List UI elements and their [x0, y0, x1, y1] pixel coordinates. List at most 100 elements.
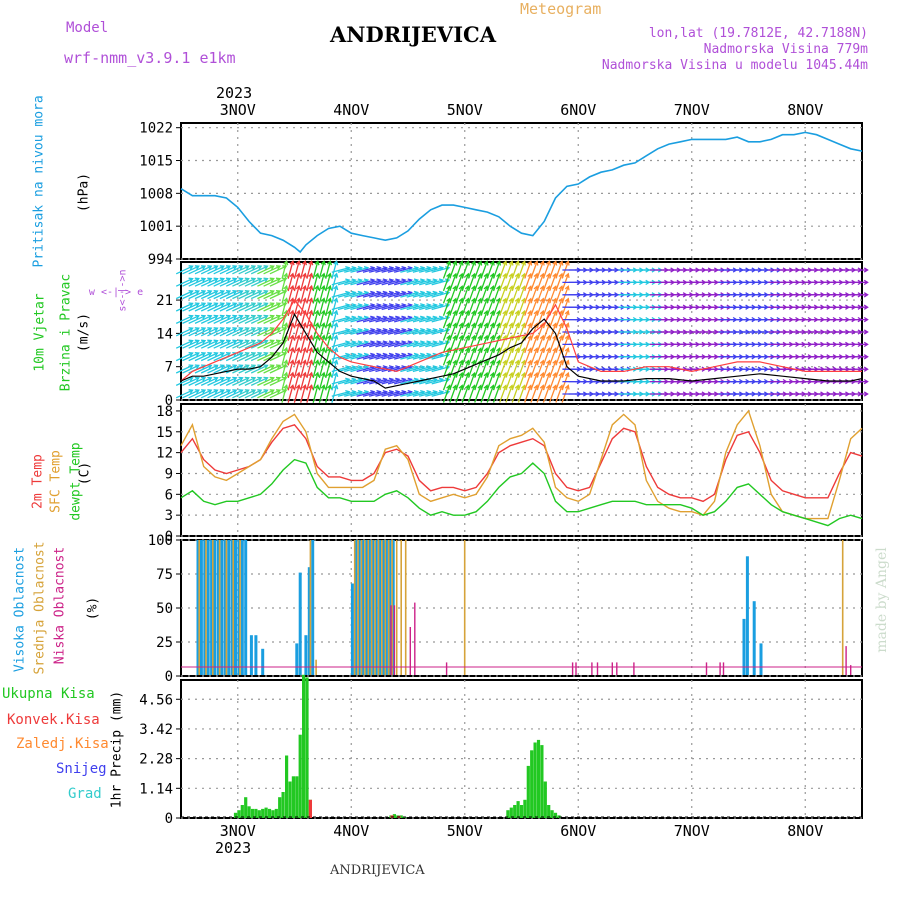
wind-arrowhead: [314, 284, 320, 291]
cloud-mid-bar: [357, 540, 359, 675]
wind-arrow: [369, 304, 387, 311]
wind-arrow: [300, 285, 306, 304]
wind-arrow: [400, 366, 418, 373]
wind-arrow: [486, 360, 495, 378]
wind-arrow: [536, 273, 544, 292]
wind-arrow: [492, 273, 501, 292]
precip-total-bar: [302, 674, 306, 818]
wind-arrowhead: [244, 302, 250, 308]
wind-arrow: [499, 310, 507, 329]
wind-arrowhead: [320, 371, 326, 377]
cloud-high-bar: [745, 556, 749, 675]
wind-arrow: [455, 261, 463, 279]
wind-arrow: [175, 315, 193, 324]
cloud-mid-bar: [198, 540, 200, 675]
wind-arrowhead: [302, 309, 308, 315]
cloud-low-bar: [616, 662, 618, 675]
wind-arrow: [194, 290, 212, 300]
wind-arrow: [362, 291, 381, 298]
cloud-mid-bar: [232, 540, 234, 675]
wind-arrow: [331, 261, 338, 279]
wind-arrow: [287, 273, 294, 292]
wind-arrow: [356, 329, 375, 335]
wind-arrow: [449, 273, 457, 292]
wind-arrowhead: [539, 260, 545, 266]
wind-arrowhead: [263, 327, 269, 332]
wind-arrow: [188, 327, 206, 337]
wind-arrow: [536, 335, 544, 354]
wind-arrow: [394, 341, 412, 348]
wind-arrowhead: [207, 289, 213, 295]
wind-arrowhead: [269, 364, 275, 370]
temperature-ytick-label: 18: [156, 404, 173, 420]
wind-arrow: [182, 278, 200, 287]
wind-arrowhead: [308, 297, 314, 303]
wind-arrow: [225, 352, 243, 362]
wind-arrow: [238, 315, 256, 324]
wind-arrow: [188, 290, 206, 300]
wind-arrow: [306, 285, 313, 304]
wind-arrow: [356, 353, 375, 360]
wind-arrow: [281, 335, 288, 354]
wind-arrowhead: [188, 339, 194, 345]
wind-arrowhead: [320, 334, 326, 340]
wind-arrow: [394, 329, 412, 335]
wind-arrow: [362, 353, 381, 360]
precip-total-bar: [237, 810, 241, 818]
wind-arrowhead: [863, 354, 869, 360]
wind-arrowhead: [213, 351, 219, 357]
wind-arrow: [300, 385, 306, 403]
wind-arrow: [350, 279, 369, 286]
precip-total-bar: [288, 781, 292, 818]
wind-arrowhead: [238, 302, 244, 308]
wind-arrowhead: [863, 267, 869, 273]
wind-arrow: [300, 261, 306, 279]
wind-arrow: [238, 290, 256, 300]
wind-arrow: [337, 304, 356, 311]
wind-arrow: [375, 279, 394, 286]
wind-arrow: [400, 391, 418, 397]
wind-arrow: [263, 389, 281, 399]
wind-arrow: [312, 273, 319, 292]
wind-arrowhead: [194, 351, 200, 357]
wind-arrowhead: [263, 351, 269, 357]
wind-arrow: [486, 323, 495, 341]
wind-arrow: [306, 261, 313, 279]
wind-arrowhead: [238, 314, 244, 320]
wind-arrowhead: [188, 314, 194, 320]
wind-arrowhead: [863, 366, 869, 372]
wind-arrow: [467, 360, 476, 378]
cloud-mid-bar: [387, 540, 390, 675]
wind-arrowhead: [219, 289, 225, 295]
wind-arrow: [419, 378, 437, 385]
wind-arrow: [400, 353, 418, 360]
precip-total-bar: [233, 812, 238, 818]
wind-arrow: [207, 389, 225, 399]
cloud-low-bar: [575, 662, 577, 675]
wind-arrowhead: [244, 364, 250, 370]
wind-arrow: [474, 261, 482, 279]
wind-arrowhead: [225, 289, 232, 295]
wind-arrow: [524, 348, 532, 366]
cloud-high-bar: [354, 540, 358, 675]
wind-arrowhead: [244, 376, 250, 382]
wind-arrow: [412, 329, 431, 335]
wind-arrowhead: [232, 364, 238, 370]
wind-arrow: [369, 391, 387, 397]
wind-arrow: [406, 279, 425, 286]
wind-arrowhead: [564, 359, 570, 365]
wind-arrow: [467, 261, 476, 279]
wind-arrow: [244, 352, 262, 362]
wind-arrow: [250, 340, 268, 349]
wind-arrow: [387, 316, 406, 323]
wind-arrow: [480, 298, 488, 316]
wind-arrowhead: [314, 309, 320, 315]
wind-arrowhead: [250, 327, 257, 332]
precip-total-bar: [392, 814, 396, 818]
wind-arrowhead: [308, 260, 314, 266]
cloud-high-bar: [234, 540, 237, 675]
wind-arrow: [318, 372, 325, 391]
wind-arrow: [200, 290, 218, 300]
wind-arrowhead: [464, 260, 470, 266]
wind-arrowhead: [514, 260, 520, 266]
